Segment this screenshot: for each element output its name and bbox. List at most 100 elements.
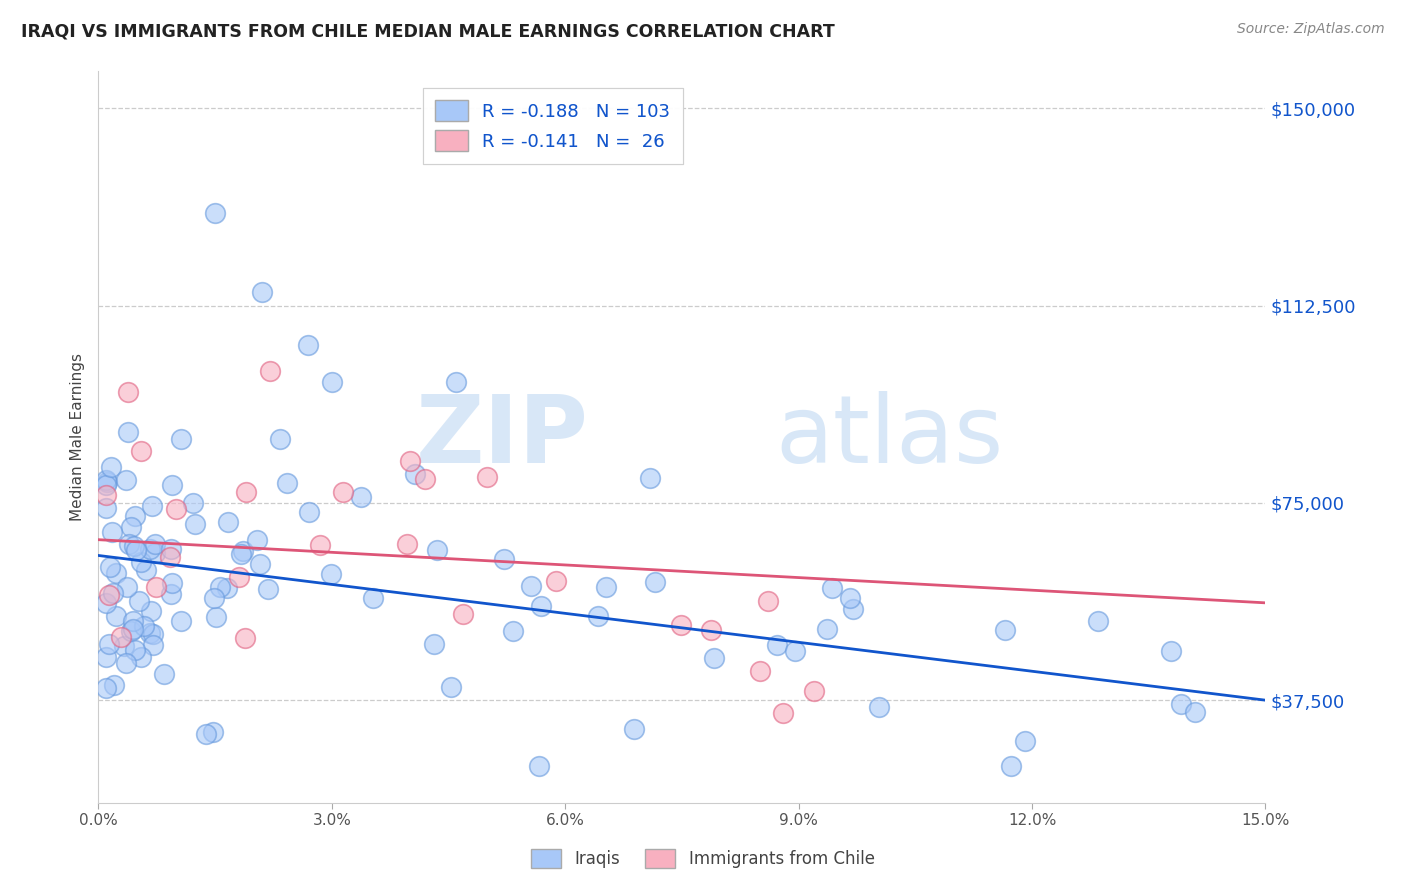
Point xyxy=(256,582,278,596)
Point xyxy=(451,607,474,621)
Point xyxy=(839,591,862,606)
Point xyxy=(129,444,152,458)
Point xyxy=(235,484,257,499)
Point xyxy=(426,543,449,558)
Point xyxy=(162,477,184,491)
Point xyxy=(112,639,135,653)
Point xyxy=(477,469,499,483)
Point xyxy=(104,566,127,581)
Point xyxy=(124,508,146,523)
Point xyxy=(105,609,128,624)
Point xyxy=(492,551,515,566)
Point xyxy=(204,610,226,624)
Point xyxy=(96,650,118,665)
Point xyxy=(217,516,239,530)
Point xyxy=(1087,614,1109,628)
Point xyxy=(1014,734,1036,748)
Point xyxy=(143,546,166,560)
Point xyxy=(98,588,121,602)
Point xyxy=(748,664,770,678)
Point xyxy=(170,432,193,446)
Point xyxy=(398,454,420,468)
Point xyxy=(124,642,146,657)
Point xyxy=(361,591,384,605)
Point xyxy=(160,576,183,591)
Point xyxy=(297,505,319,519)
Point xyxy=(772,706,794,721)
Point xyxy=(233,631,256,645)
Point xyxy=(595,580,617,594)
Point xyxy=(644,574,666,589)
Point xyxy=(96,475,118,489)
Point xyxy=(160,587,183,601)
Point xyxy=(115,580,138,594)
Point xyxy=(96,478,118,492)
Point xyxy=(115,474,138,488)
Legend: R = -0.188   N = 103, R = -0.141   N =  26: R = -0.188 N = 103, R = -0.141 N = 26 xyxy=(423,87,683,164)
Point xyxy=(332,485,354,500)
Point xyxy=(96,596,118,610)
Point xyxy=(142,638,165,652)
Point xyxy=(201,724,224,739)
Point xyxy=(502,624,524,639)
Point xyxy=(125,543,148,558)
Point xyxy=(319,566,342,581)
Point xyxy=(96,501,118,516)
Point xyxy=(141,500,163,514)
Point xyxy=(1170,697,1192,711)
Point xyxy=(669,618,692,632)
Point xyxy=(129,555,152,569)
Point xyxy=(520,579,543,593)
Point xyxy=(588,609,610,624)
Point xyxy=(1160,644,1182,658)
Point xyxy=(821,581,844,595)
Point xyxy=(118,537,141,551)
Point xyxy=(117,425,139,439)
Point xyxy=(232,544,254,558)
Point xyxy=(246,533,269,547)
Point xyxy=(700,623,723,637)
Point xyxy=(994,623,1017,637)
Point xyxy=(98,559,121,574)
Point xyxy=(228,570,250,584)
Point xyxy=(868,700,890,714)
Point xyxy=(194,727,217,741)
Point xyxy=(350,491,373,505)
Point xyxy=(783,643,806,657)
Point xyxy=(276,475,298,490)
Point xyxy=(135,563,157,577)
Point xyxy=(129,649,152,664)
Point xyxy=(321,375,343,389)
Point xyxy=(142,627,165,641)
Point xyxy=(815,622,838,636)
Point xyxy=(143,537,166,551)
Point xyxy=(756,594,779,608)
Point xyxy=(765,638,787,652)
Point xyxy=(120,624,142,639)
Point xyxy=(803,684,825,698)
Point xyxy=(170,615,193,629)
Point xyxy=(1000,759,1022,773)
Text: IRAQI VS IMMIGRANTS FROM CHILE MEDIAN MALE EARNINGS CORRELATION CHART: IRAQI VS IMMIGRANTS FROM CHILE MEDIAN MA… xyxy=(21,22,835,40)
Point xyxy=(309,538,332,552)
Point xyxy=(103,678,125,692)
Point xyxy=(440,680,463,694)
Point xyxy=(1184,705,1206,719)
Point xyxy=(100,460,122,475)
Point xyxy=(98,637,121,651)
Point xyxy=(96,487,118,501)
Point xyxy=(110,630,132,644)
Point xyxy=(159,550,181,565)
Point xyxy=(160,541,183,556)
Point xyxy=(124,539,146,553)
Point xyxy=(138,541,160,556)
Point xyxy=(269,432,291,446)
Point xyxy=(165,501,187,516)
Point xyxy=(215,581,238,595)
Text: atlas: atlas xyxy=(775,391,1004,483)
Y-axis label: Median Male Earnings: Median Male Earnings xyxy=(69,353,84,521)
Point xyxy=(638,471,661,485)
Point xyxy=(96,473,118,487)
Point xyxy=(117,385,139,400)
Point xyxy=(530,599,553,614)
